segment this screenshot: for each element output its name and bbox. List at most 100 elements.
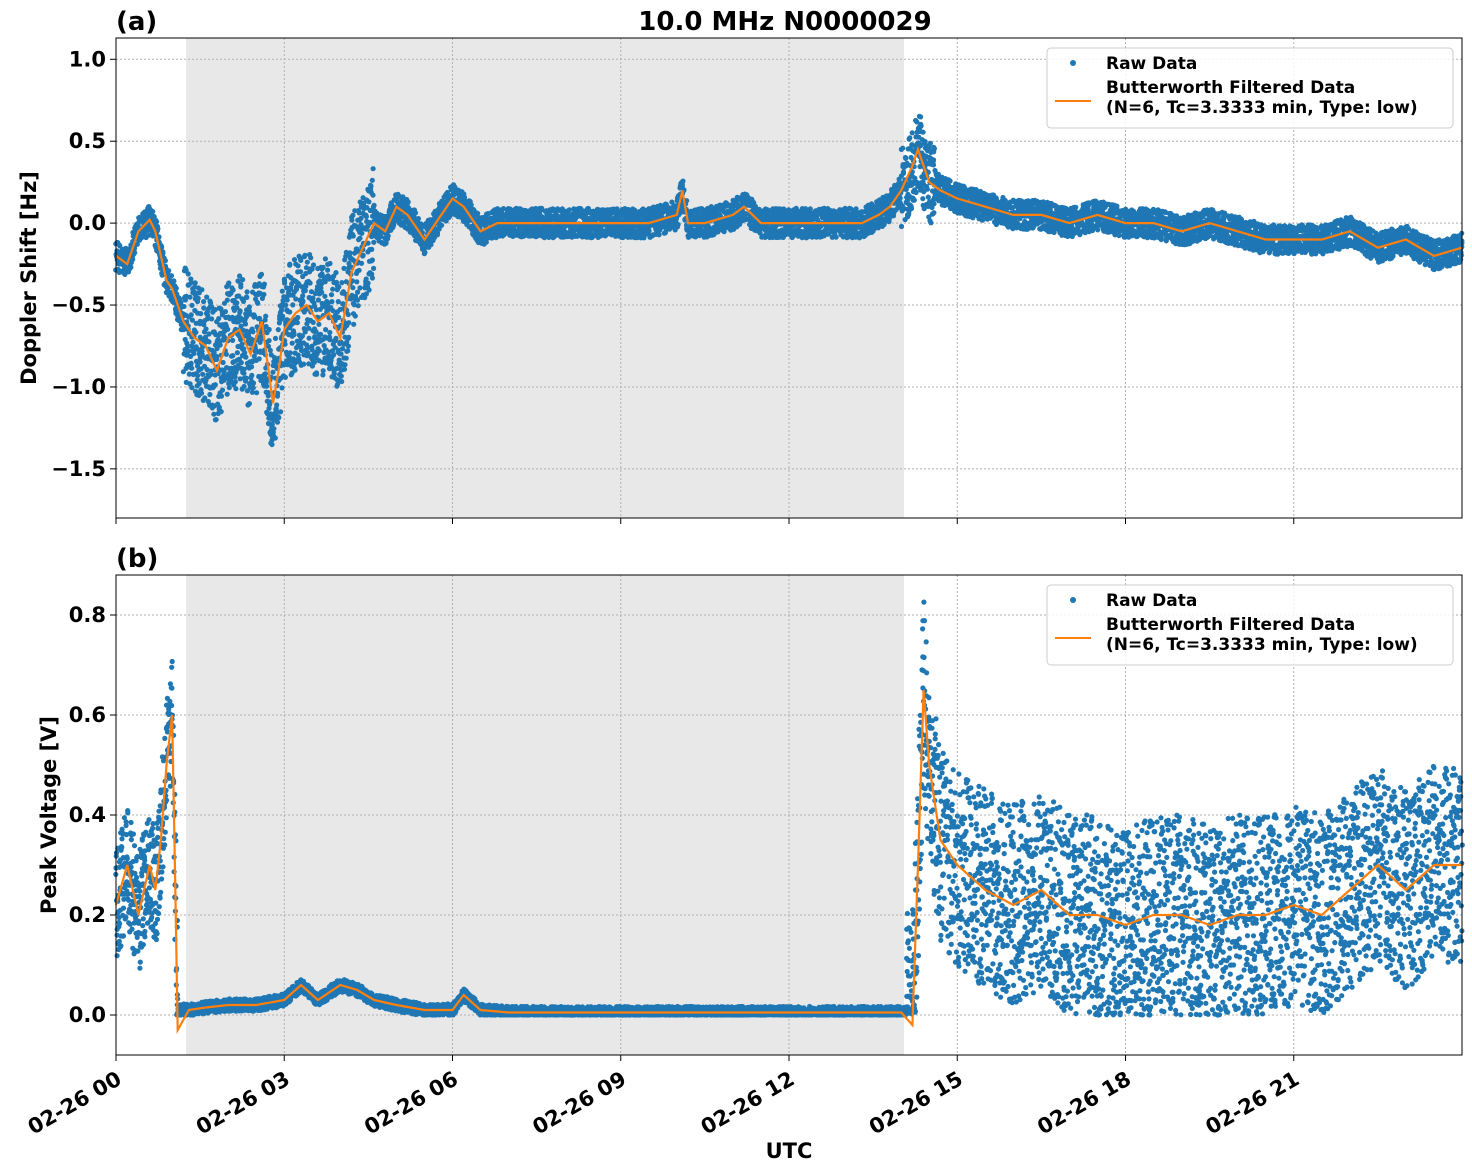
raw-data-point [250,385,256,391]
raw-data-point [134,241,140,247]
raw-data-point [278,409,284,415]
raw-data-point [908,205,915,212]
raw-data-point [243,314,250,320]
raw-data-point [369,246,375,252]
raw-data-point [280,313,286,319]
raw-data-point [322,279,328,285]
raw-data-point [229,314,235,320]
raw-data-point [233,386,239,392]
raw-data-point [128,264,134,270]
raw-data-point [290,302,296,308]
raw-data-point [243,375,249,381]
raw-data-point [369,257,375,263]
raw-data-point [213,417,219,423]
raw-data-point [211,411,217,417]
raw-data-point [291,332,297,338]
raw-data-point [363,291,369,297]
raw-data-point [370,166,376,172]
raw-data-point [192,280,198,286]
raw-data-point [313,307,319,313]
raw-data-point [345,348,351,354]
raw-data-point [299,333,305,339]
raw-data-point [225,326,231,332]
raw-data-point [338,373,344,379]
raw-data-point [130,256,136,262]
raw-data-point [303,265,309,271]
raw-data-point [251,353,257,359]
raw-data-point [232,374,238,380]
raw-data-point [204,316,210,322]
raw-data-point [250,329,256,335]
raw-data-point [927,140,934,146]
raw-data-point [345,311,351,318]
raw-data-point [216,316,222,322]
raw-data-point [370,192,376,198]
raw-data-point [931,210,937,216]
raw-data-point [287,309,293,315]
raw-data-point [282,280,288,286]
raw-data-point [807,206,813,212]
raw-data-point [234,300,240,306]
raw-data-point [242,321,249,327]
raw-data-point [341,366,348,372]
raw-data-point [351,302,357,308]
raw-data-point [276,415,282,421]
raw-data-point [913,189,919,196]
raw-data-point [279,288,285,294]
raw-data-point [266,326,272,333]
raw-data-point [308,255,314,261]
raw-data-point [256,356,262,362]
raw-data-point [202,395,208,401]
raw-data-point [321,343,327,349]
raw-data-point [318,285,324,291]
raw-data-point [295,263,301,269]
raw-data-point [343,355,349,361]
raw-data-point [346,260,352,267]
raw-data-point [195,295,201,301]
raw-data-point [947,178,953,184]
raw-data-point [224,297,230,303]
raw-data-point [190,339,196,345]
raw-data-point [680,178,686,184]
raw-data-point [340,346,346,352]
raw-data-point [178,299,184,305]
raw-data-point [237,376,243,382]
raw-data-point [925,194,931,200]
raw-data-point [306,335,312,341]
raw-data-point [333,335,339,341]
raw-data-point [244,289,250,295]
raw-data-point [197,318,203,324]
raw-data-point [422,249,428,255]
raw-data-point [132,250,138,256]
raw-data-point [385,233,391,239]
panelA-night-shade-rect [186,38,904,518]
raw-data-point [198,390,205,396]
raw-data-point [237,336,244,343]
raw-data-point [219,387,226,393]
raw-data-point [360,252,366,258]
raw-data-point [265,343,272,349]
raw-data-point [212,382,218,388]
raw-data-point [656,232,662,238]
raw-data-point [265,393,271,399]
raw-data-point [241,383,247,390]
raw-data-point [329,299,335,305]
raw-data-point [315,297,321,303]
raw-data-point [181,303,187,310]
raw-data-point [307,280,313,286]
raw-data-point [283,302,289,308]
raw-data-point [412,210,419,216]
raw-data-point [213,353,219,359]
raw-data-point [173,285,179,291]
raw-data-point [331,371,337,377]
raw-data-point [931,201,937,207]
raw-data-point [206,339,212,345]
raw-data-point [369,177,375,183]
raw-data-point [240,277,246,283]
raw-data-point [909,130,915,136]
raw-data-point [346,320,352,326]
raw-data-point [351,321,357,327]
raw-data-point [309,266,315,272]
raw-data-point [204,294,210,300]
raw-data-point [318,331,324,337]
